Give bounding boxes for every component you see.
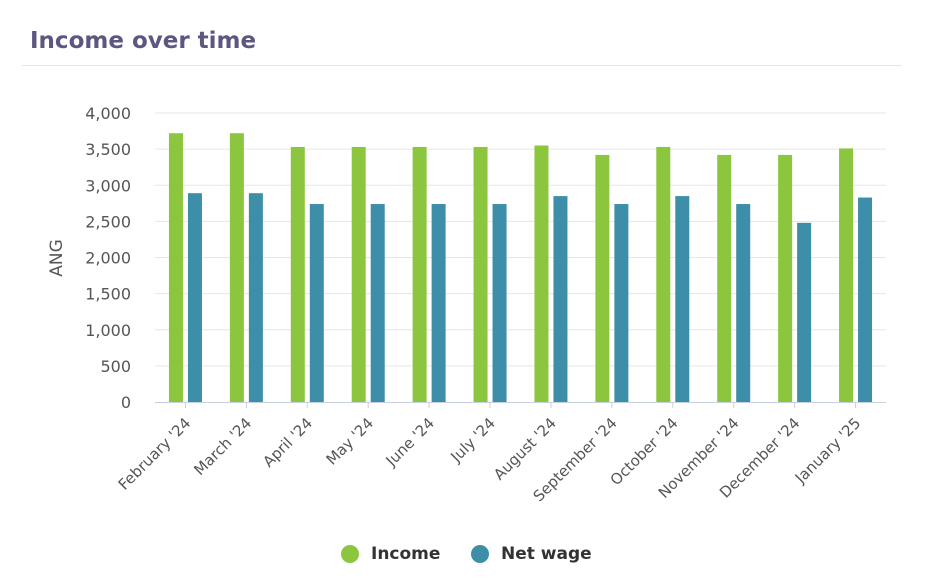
- bar-net-wage[interactable]: [675, 196, 690, 402]
- bar-income[interactable]: [656, 146, 671, 402]
- bar-net-wage[interactable]: [248, 193, 263, 402]
- bar-net-wage[interactable]: [736, 204, 751, 402]
- bar-income[interactable]: [717, 154, 732, 402]
- y-tick-label: 3,000: [85, 176, 131, 195]
- x-tick-label: June '24: [382, 414, 438, 470]
- title-divider: [22, 65, 902, 66]
- x-tick-label: March '24: [190, 414, 255, 479]
- bar-net-wage[interactable]: [370, 204, 385, 402]
- legend-marker-income: [341, 545, 359, 563]
- x-tick-label: April '24: [259, 414, 316, 471]
- bar-income[interactable]: [839, 148, 854, 402]
- bar-income[interactable]: [229, 133, 244, 403]
- x-tick-label: February '24: [115, 414, 195, 494]
- bar-income[interactable]: [351, 146, 366, 402]
- bar-net-wage[interactable]: [614, 204, 629, 402]
- legend-label-net-wage: Net wage: [501, 544, 592, 564]
- bar-income[interactable]: [595, 154, 610, 402]
- bar-net-wage[interactable]: [309, 204, 324, 402]
- y-tick-label: 3,500: [85, 140, 131, 159]
- bar-net-wage[interactable]: [858, 197, 873, 402]
- bar-net-wage[interactable]: [553, 196, 568, 402]
- x-tick-label: January '25: [791, 414, 864, 487]
- bars: [168, 133, 873, 403]
- bar-net-wage[interactable]: [492, 204, 507, 402]
- legend: Income Net wage: [0, 541, 927, 567]
- y-tick-label: 1,500: [85, 285, 131, 304]
- chart-title: Income over time: [30, 28, 257, 54]
- bar-income[interactable]: [168, 133, 183, 403]
- x-tick-label: July '24: [447, 414, 499, 466]
- x-axis: [155, 402, 886, 408]
- y-tick-label: 0: [121, 393, 131, 412]
- bar-income[interactable]: [412, 146, 427, 402]
- bar-income[interactable]: [534, 145, 549, 402]
- bar-net-wage[interactable]: [797, 222, 812, 402]
- bar-net-wage[interactable]: [187, 193, 202, 402]
- y-axis-label: ANG: [47, 239, 67, 277]
- legend-item-income[interactable]: Income: [341, 541, 440, 567]
- legend-label-income: Income: [371, 544, 441, 564]
- y-tick-label: 2,500: [85, 212, 131, 231]
- y-tick-label: 4,000: [85, 104, 131, 123]
- y-tick-label: 1,000: [85, 321, 131, 340]
- legend-item-net-wage[interactable]: Net wage: [471, 541, 592, 567]
- y-tick-label: 500: [100, 357, 131, 376]
- y-tick-label: 2,000: [85, 249, 131, 268]
- x-tick-label: May '24: [323, 414, 377, 468]
- grid-lines: [155, 112, 886, 367]
- bar-income[interactable]: [473, 146, 488, 402]
- bar-income[interactable]: [778, 154, 793, 402]
- bar-net-wage[interactable]: [431, 204, 446, 402]
- bar-income[interactable]: [290, 146, 305, 402]
- y-axis-tick-labels: 0 500 1,000 1,500 2,000 2,500 3,000 3,500 4,000: [85, 104, 131, 412]
- bar-chart: 05001,0001,5002,0002,5003,0003,5004,000 …: [47, 104, 886, 505]
- legend-marker-net-wage: [471, 545, 489, 563]
